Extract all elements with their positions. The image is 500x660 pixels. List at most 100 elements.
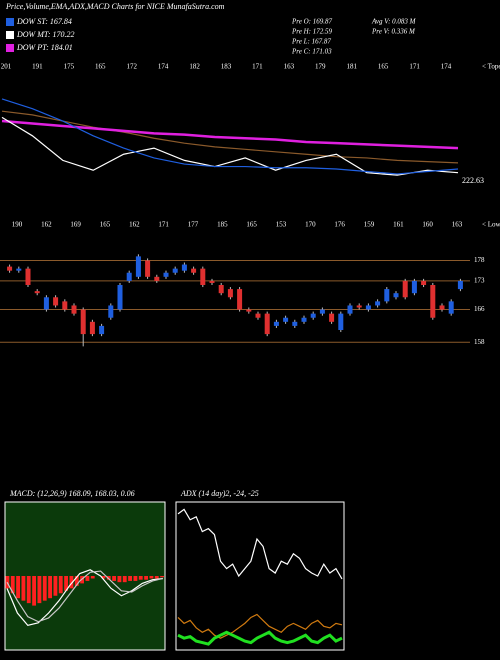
y-tick-label: 173 [474, 277, 485, 285]
x-label: 153 [276, 221, 287, 229]
macd-bar [37, 576, 42, 604]
indicator-line [1, 119, 459, 150]
x-label: 191 [32, 63, 43, 71]
page-title: Price,Volume,EMA,ADX,MACD Charts for NIC… [5, 2, 225, 11]
panel-frame [175, 501, 345, 651]
candle-body [421, 280, 427, 285]
indicator-line [6, 570, 164, 623]
candle-body [255, 313, 261, 318]
corner-label: < Lowe [482, 221, 500, 229]
macd-bar [48, 576, 52, 599]
macd-bar [133, 576, 138, 581]
candle-body [62, 301, 68, 310]
x-label: 201 [1, 63, 12, 71]
macd-bar [117, 576, 122, 583]
x-label: 162 [129, 221, 140, 229]
legend-label: DOW MT: 170.22 [16, 30, 75, 39]
candle-body [53, 297, 59, 306]
candle-body [393, 293, 399, 298]
candle-body [365, 305, 371, 310]
candle-body [108, 305, 114, 318]
macd-bar [69, 576, 74, 589]
y-tick-label: 158 [474, 338, 485, 346]
macd-bar [144, 576, 148, 580]
indicator-line [177, 508, 343, 580]
macd-bar [10, 576, 15, 594]
value-label: 222.63 [462, 176, 484, 185]
candle-body [273, 321, 279, 326]
candle-body [329, 313, 335, 322]
candle-body [283, 317, 289, 322]
x-label: 181 [346, 63, 357, 71]
candle-body [145, 260, 151, 277]
y-tick-label: 178 [474, 256, 485, 264]
x-label: 159 [364, 221, 375, 229]
candle-body [200, 268, 206, 285]
macd-bar [149, 576, 154, 579]
candle-body [430, 285, 436, 318]
x-label: 165 [378, 63, 389, 71]
candle-body [402, 280, 408, 298]
price-info: Pre H: 172.59 [291, 28, 332, 36]
macd-bar [128, 576, 132, 581]
x-label: 174 [441, 63, 452, 71]
candle-body [356, 305, 362, 308]
macd-bar [90, 576, 95, 579]
candle-body [448, 301, 454, 314]
candle-body [135, 256, 141, 277]
indicator-line [177, 630, 343, 646]
x-label: 162 [41, 221, 52, 229]
x-label: 171 [409, 63, 420, 71]
macd-bar [101, 576, 106, 579]
macd-bar [53, 576, 58, 596]
x-label: 165 [246, 221, 257, 229]
candle-body [457, 280, 463, 290]
x-label: 163 [284, 63, 295, 71]
x-label: 183 [221, 63, 232, 71]
x-label: 160 [422, 221, 433, 229]
legend-label: DOW PT: 184.01 [16, 43, 73, 52]
indicator-line [177, 613, 343, 639]
macd-bar [58, 576, 63, 594]
macd-bar [74, 576, 79, 586]
x-label: 179 [315, 63, 326, 71]
macd-bar [42, 576, 47, 601]
candle-body [43, 297, 49, 310]
candle-body [89, 321, 95, 335]
candle-body [338, 313, 344, 330]
candle-body [80, 309, 86, 335]
candle-body [163, 272, 169, 277]
x-label: 165 [100, 221, 111, 229]
macd-bar [85, 576, 90, 581]
indicator-line [1, 116, 459, 176]
x-label: 172 [126, 63, 137, 71]
candle-body [347, 305, 353, 314]
x-label: 175 [64, 63, 75, 71]
candle-body [191, 268, 197, 273]
price-info: Pre C: 171.03 [291, 48, 332, 56]
candle-body [292, 321, 298, 326]
candle-body [375, 301, 381, 306]
y-tick-label: 166 [474, 305, 485, 313]
macd-bar [154, 576, 159, 579]
legend-swatch [6, 18, 14, 26]
price-info: Pre O: 169.87 [291, 18, 332, 26]
legend-label: DOW ST: 167.84 [16, 17, 72, 26]
macd-bar [21, 576, 26, 601]
candle-body [246, 309, 252, 312]
candle-body [237, 289, 243, 310]
macd-bar [16, 576, 20, 599]
candle-body [301, 317, 307, 322]
candle-body [439, 305, 445, 310]
panel-title: ADX (14 day)2, -24, -25 [180, 489, 259, 498]
candle-body [154, 276, 160, 281]
corner-label: < Tope [482, 63, 500, 71]
x-label: 190 [12, 221, 23, 229]
x-label: 185 [217, 221, 228, 229]
macd-bar [64, 576, 68, 591]
x-label: 177 [188, 221, 199, 229]
macd-bar [160, 576, 164, 578]
candle-body [172, 268, 178, 273]
candle-body [218, 285, 224, 294]
